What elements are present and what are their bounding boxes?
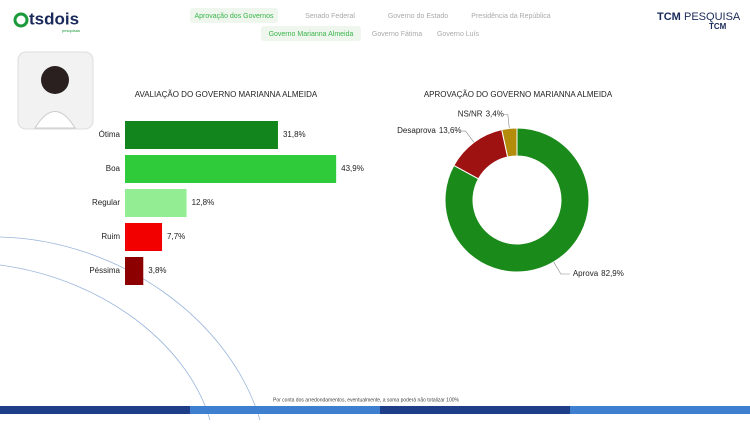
logo-sub: pesquisas — [62, 28, 80, 33]
value-label: 13,6% — [439, 126, 462, 135]
bar — [125, 223, 163, 251]
bar — [125, 155, 337, 183]
donut-slice — [444, 127, 590, 273]
slice-label: NS/NR 3,4% — [458, 110, 504, 119]
category-label: Ótima — [99, 130, 121, 139]
value-label: 3,8% — [148, 266, 166, 275]
nav-tab[interactable]: Governo Luís — [437, 31, 480, 38]
value-label: 31,8% — [283, 130, 306, 139]
category-label: Desaprova — [397, 126, 436, 135]
footer-bar — [380, 406, 570, 414]
logo: tsdois — [29, 9, 79, 28]
footer-note: Por conta dos arredondamentos, eventualm… — [273, 397, 460, 403]
value-label: 3,4% — [486, 110, 504, 119]
donut-slice — [501, 127, 518, 158]
brand: PESQUISA — [684, 11, 741, 23]
slice-label: Desaprova 13,6% — [397, 126, 461, 135]
category-label: Ruim — [101, 232, 120, 241]
slice-label: Aprova 82,9% — [573, 269, 624, 278]
nav-tab[interactable]: Aprovação dos Governos — [195, 13, 274, 20]
value-label: 82,9% — [601, 269, 624, 278]
bar — [125, 121, 278, 149]
nav-tab[interactable]: Governo do Estado — [388, 13, 448, 20]
nav-tab[interactable]: Governo Marianna Almeida — [269, 31, 354, 38]
value-label: 7,7% — [167, 232, 185, 241]
tab-active — [190, 8, 278, 23]
category-label: Aprova — [573, 269, 599, 278]
bar — [125, 257, 144, 285]
leader-line — [461, 130, 475, 143]
leader-line — [553, 261, 570, 275]
tab-active — [261, 26, 361, 41]
logo-icon — [13, 12, 29, 28]
category-label: Péssima — [89, 266, 120, 275]
chart-title: APROVAÇÃO DO GOVERNO MARIANNA ALMEIDA — [424, 90, 613, 99]
bar — [125, 189, 187, 217]
value-label: 43,9% — [341, 164, 364, 173]
category-label: Boa — [106, 164, 121, 173]
chart-title: AVALIAÇÃO DO GOVERNO MARIANNA ALMEIDA — [135, 90, 318, 99]
value-label: 12,8% — [192, 198, 215, 207]
nav-tab[interactable]: Senado Federal — [305, 13, 355, 20]
footer-bar — [0, 406, 190, 414]
photo — [34, 111, 76, 129]
brand: TCM — [657, 11, 681, 23]
category-label: NS/NR — [458, 110, 483, 119]
brand: TCM — [709, 22, 727, 31]
leader-line — [503, 114, 510, 129]
footer-bar — [570, 406, 750, 414]
footer-bar — [190, 406, 380, 414]
decor-arcs — [0, 236, 261, 421]
category-label: Regular — [92, 198, 120, 207]
nav-tab[interactable]: Presidência da República — [471, 13, 550, 20]
photo — [41, 66, 69, 94]
nav-tab[interactable]: Governo Fátima — [372, 31, 422, 38]
